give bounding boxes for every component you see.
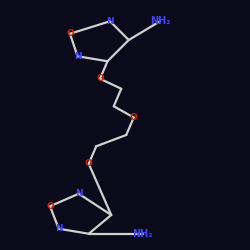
Text: O: O	[85, 159, 92, 168]
Text: N: N	[75, 189, 82, 198]
Text: O: O	[46, 202, 54, 211]
Text: N: N	[74, 52, 81, 61]
Text: O: O	[96, 74, 104, 83]
Text: N: N	[106, 17, 114, 26]
Text: O: O	[66, 29, 74, 38]
Text: NH₂: NH₂	[132, 229, 153, 239]
Text: N: N	[55, 224, 62, 233]
Text: NH₂: NH₂	[150, 16, 170, 26]
Text: O: O	[130, 113, 138, 122]
